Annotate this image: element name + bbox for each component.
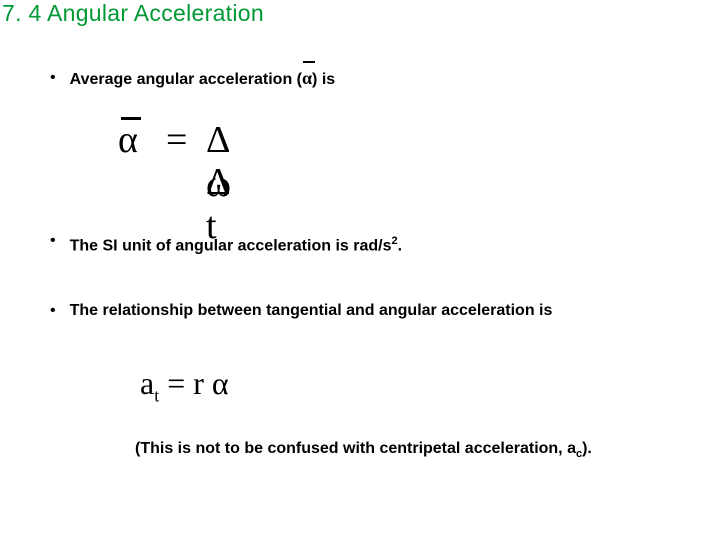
alpha-glyph: α	[302, 68, 312, 88]
bullet-2-text: The SI unit of angular acceleration is r…	[70, 230, 402, 257]
bullet-dot: •	[50, 67, 56, 89]
note-post: ).	[582, 440, 592, 457]
slide-page: 7. 4 Angular Acceleration • Average angu…	[0, 0, 720, 540]
note-pre: (This is not to be confused with centrip…	[135, 440, 576, 457]
alpha-large: α	[118, 118, 138, 162]
alpha-bar-inline: α	[302, 67, 312, 91]
bullet-1-post: ) is	[312, 71, 335, 88]
bullet-2-pre: The SI unit of angular acceleration is r…	[70, 237, 392, 254]
bullet-dot: •	[50, 300, 56, 322]
delta-glyph-1: Δ	[206, 119, 228, 161]
alpha-glyph-2: α	[212, 365, 229, 401]
bullet-3-text: The relationship between tangential and …	[70, 300, 553, 322]
bullet-dot: •	[50, 230, 56, 252]
bullet-1-text: Average angular acceleration (α) is	[70, 67, 336, 91]
centripetal-note: (This is not to be confused with centrip…	[135, 440, 592, 460]
formula-tangential: at = r α	[140, 365, 229, 406]
bullet-row-3: • The relationship between tangential an…	[50, 300, 552, 322]
eq-r: = r	[159, 365, 212, 401]
section-title: 7. 4 Angular Acceleration	[2, 0, 264, 27]
bullet-row-1: • Average angular acceleration (α) is	[50, 67, 335, 91]
bullet-2-post: .	[398, 237, 402, 254]
bullet-1-pre: Average angular acceleration (	[70, 71, 302, 88]
delta-glyph-2: Δ	[206, 161, 228, 203]
a-var: a	[140, 365, 154, 401]
equals-sign: =	[166, 118, 187, 162]
bullet-row-2: • The SI unit of angular acceleration is…	[50, 230, 402, 257]
